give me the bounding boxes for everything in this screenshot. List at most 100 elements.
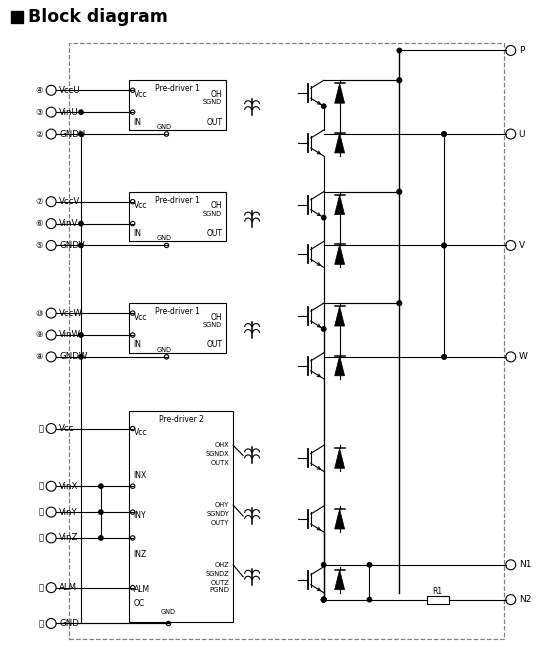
Text: ⑮: ⑮ — [38, 583, 43, 592]
Text: ③: ③ — [35, 108, 43, 116]
Text: ⑦: ⑦ — [35, 197, 43, 206]
Circle shape — [442, 132, 446, 136]
Text: VinY: VinY — [59, 508, 78, 516]
Text: VccV: VccV — [59, 197, 81, 206]
Text: VinV: VinV — [59, 219, 78, 228]
Text: VinX: VinX — [59, 482, 78, 490]
Text: PGND: PGND — [209, 587, 229, 593]
Text: INZ: INZ — [134, 551, 147, 559]
Text: OUTX: OUTX — [211, 460, 229, 466]
Text: SGND: SGND — [203, 322, 222, 328]
Bar — [129, 411, 233, 622]
Text: OHX: OHX — [215, 442, 229, 448]
Circle shape — [322, 215, 326, 220]
Circle shape — [322, 597, 326, 602]
Circle shape — [442, 244, 446, 248]
Text: Vcc: Vcc — [134, 428, 147, 437]
Bar — [11, 11, 23, 23]
Text: SGNDX: SGNDX — [206, 452, 229, 458]
Circle shape — [322, 563, 326, 567]
Circle shape — [79, 332, 83, 337]
Text: GND: GND — [157, 124, 172, 130]
Polygon shape — [335, 570, 345, 589]
Circle shape — [322, 104, 326, 108]
Text: ④: ④ — [35, 86, 43, 95]
Text: GNDU: GNDU — [59, 130, 85, 138]
Text: ⑧: ⑧ — [35, 353, 43, 361]
Bar — [129, 192, 226, 242]
Text: P: P — [519, 46, 524, 55]
Text: OUTZ: OUTZ — [211, 580, 229, 585]
Text: OUT: OUT — [206, 229, 222, 238]
Circle shape — [322, 597, 326, 602]
Text: ⑬: ⑬ — [38, 508, 43, 516]
Bar — [129, 303, 226, 353]
Text: Pre-driver 1: Pre-driver 1 — [155, 196, 200, 205]
Text: ⑭: ⑭ — [38, 533, 43, 543]
Text: INX: INX — [134, 471, 147, 480]
Circle shape — [79, 221, 83, 225]
Text: OHY: OHY — [215, 502, 229, 508]
Text: SGNDZ: SGNDZ — [206, 571, 229, 577]
Text: OH: OH — [211, 201, 222, 210]
Bar — [427, 595, 448, 603]
Circle shape — [99, 536, 103, 540]
Text: VinW: VinW — [59, 330, 81, 339]
Text: Vcc: Vcc — [134, 201, 147, 210]
Text: ⑨: ⑨ — [35, 330, 43, 339]
Bar — [129, 80, 226, 130]
Circle shape — [99, 484, 103, 488]
Polygon shape — [335, 306, 345, 326]
Text: OC: OC — [134, 599, 145, 608]
Text: IN: IN — [134, 341, 142, 349]
Circle shape — [322, 597, 326, 602]
Text: VccU: VccU — [59, 86, 81, 95]
Polygon shape — [335, 84, 345, 103]
Circle shape — [322, 597, 326, 602]
Circle shape — [442, 355, 446, 359]
Text: SGND: SGND — [203, 99, 222, 105]
Text: ALM: ALM — [59, 583, 77, 592]
Circle shape — [397, 189, 402, 194]
Circle shape — [397, 78, 402, 82]
Text: GNDV: GNDV — [59, 241, 85, 250]
Polygon shape — [335, 509, 345, 529]
Text: Vcc: Vcc — [134, 90, 147, 99]
Text: Pre-driver 2: Pre-driver 2 — [158, 415, 204, 423]
Circle shape — [442, 132, 446, 136]
Circle shape — [99, 510, 103, 514]
Circle shape — [397, 301, 402, 305]
Text: Vcc: Vcc — [59, 424, 75, 433]
Circle shape — [442, 244, 446, 248]
Text: ⑰: ⑰ — [38, 619, 43, 628]
Text: R1: R1 — [433, 587, 442, 596]
Text: INY: INY — [134, 510, 146, 520]
Text: OUT: OUT — [206, 341, 222, 349]
Text: Pre-driver 1: Pre-driver 1 — [155, 307, 200, 316]
Circle shape — [397, 301, 402, 305]
Circle shape — [322, 597, 326, 602]
Text: ⑥: ⑥ — [35, 219, 43, 228]
Text: GND: GND — [157, 235, 172, 242]
Text: ⑫: ⑫ — [38, 482, 43, 490]
Polygon shape — [335, 195, 345, 215]
Text: Block diagram: Block diagram — [28, 7, 168, 25]
Text: ⑤: ⑤ — [35, 241, 43, 250]
Polygon shape — [335, 244, 345, 264]
Text: VinU: VinU — [59, 108, 79, 116]
Text: Pre-driver 1: Pre-driver 1 — [155, 84, 200, 93]
Circle shape — [322, 327, 326, 331]
Circle shape — [367, 563, 372, 567]
Text: OUTY: OUTY — [211, 520, 229, 526]
Text: OH: OH — [211, 90, 222, 99]
Text: N2: N2 — [519, 595, 531, 604]
Text: GND: GND — [59, 619, 79, 628]
Circle shape — [442, 355, 446, 359]
Circle shape — [79, 355, 83, 359]
Bar — [69, 43, 504, 640]
Text: IN: IN — [134, 229, 142, 238]
Text: ⑪: ⑪ — [38, 424, 43, 433]
Text: W: W — [519, 353, 527, 361]
Circle shape — [322, 597, 326, 602]
Text: OUT: OUT — [206, 118, 222, 126]
